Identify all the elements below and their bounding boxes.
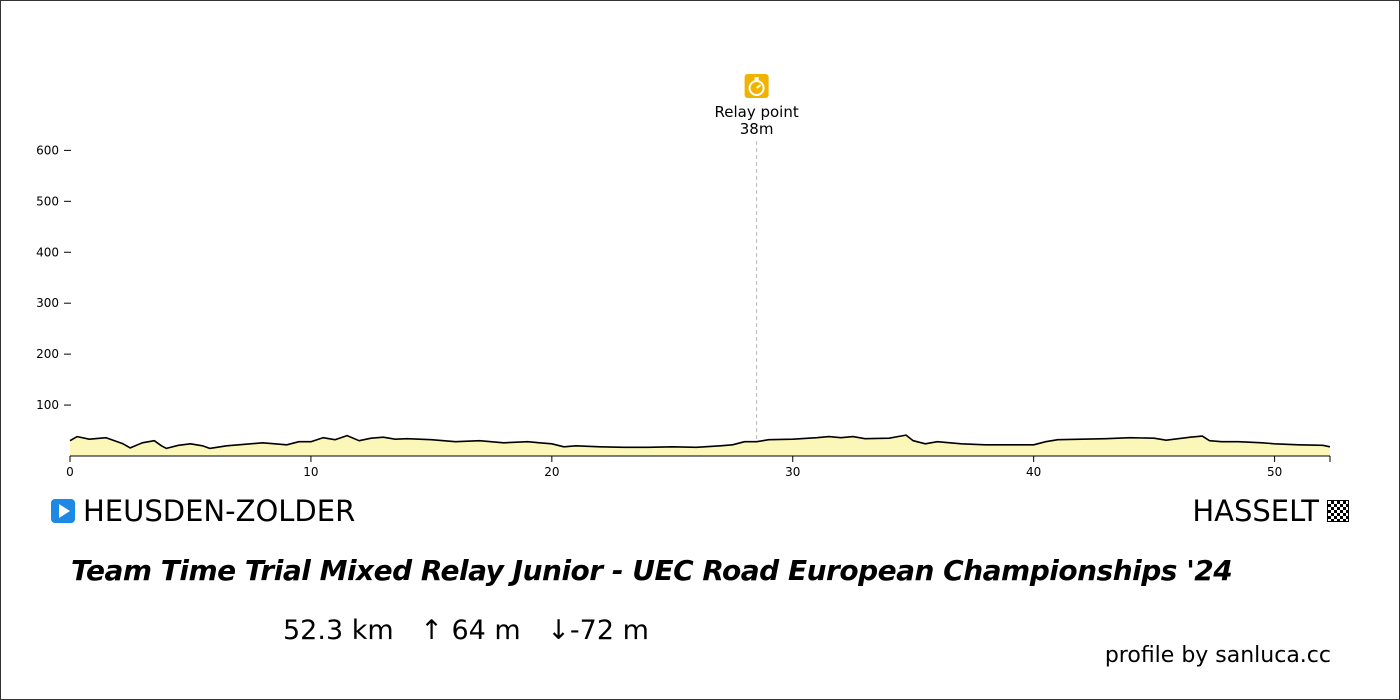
x-tick-label: 20 bbox=[544, 465, 559, 479]
x-tick-label: 10 bbox=[303, 465, 318, 479]
x-axis: 0 10 20 30 40 50 bbox=[66, 455, 1331, 479]
y-tick-label: 500 bbox=[36, 194, 59, 208]
finish-town-label: HASSELT bbox=[1192, 494, 1319, 528]
relay-marker-label: Relay point bbox=[714, 103, 798, 121]
start-town: HEUSDEN-ZOLDER bbox=[51, 494, 355, 528]
distance-stat: 52.3 km bbox=[283, 615, 394, 646]
start-town-label: HEUSDEN-ZOLDER bbox=[83, 494, 356, 528]
ascent-stat: ↑ 64 m bbox=[420, 615, 521, 646]
y-tick-label: 600 bbox=[36, 143, 59, 157]
credit-text: profile by sanluca.cc bbox=[1104, 643, 1331, 668]
y-tick-label: 100 bbox=[36, 398, 59, 412]
x-tick-label: 50 bbox=[1267, 465, 1282, 479]
stopwatch-icon bbox=[744, 74, 769, 98]
x-tick-label: 0 bbox=[66, 465, 74, 479]
y-tick-label: 400 bbox=[36, 245, 59, 259]
x-tick-label: 40 bbox=[1026, 465, 1041, 479]
play-icon bbox=[51, 499, 75, 523]
y-tick-label: 300 bbox=[36, 296, 59, 310]
finish-town: HASSELT bbox=[1192, 494, 1349, 528]
relay-marker-elevation: 38m bbox=[740, 120, 774, 138]
checkered-flag-icon bbox=[1327, 500, 1349, 522]
profile-area bbox=[70, 435, 1330, 456]
descent-stat: ↓-72 m bbox=[547, 615, 649, 646]
x-tick-label: 30 bbox=[785, 465, 800, 479]
y-axis: 100 200 300 400 500 600 bbox=[36, 143, 71, 412]
race-title: Team Time Trial Mixed Relay Junior - UEC… bbox=[71, 554, 1233, 587]
profile-plot bbox=[69, 434, 1331, 456]
y-tick-label: 200 bbox=[36, 347, 59, 361]
route-stats: 52.3 km ↑ 64 m ↓-72 m bbox=[283, 615, 667, 646]
profile-line bbox=[69, 434, 1331, 450]
